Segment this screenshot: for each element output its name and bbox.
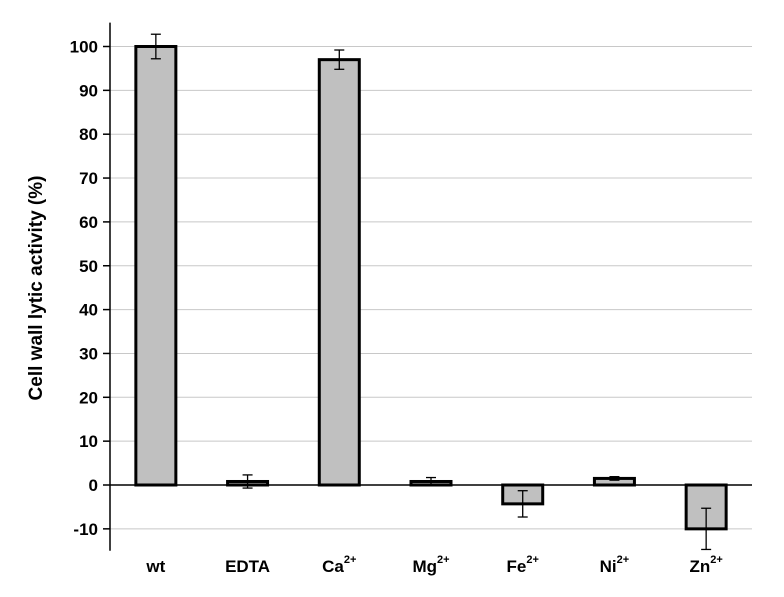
x-tick-label: Fe2+ [507,554,539,576]
y-axis-label: Cell wall lytic activity (%) [26,176,47,401]
bars [134,45,728,531]
y-tick-label: 60 [79,213,98,232]
error-bar [334,49,345,70]
x-tick-label: EDTA [225,557,270,576]
error-bars [150,33,712,551]
error-bar [701,507,712,551]
y-tick-label: 90 [79,81,98,100]
x-category-labels: wt EDTA Ca2+ Mg2+ Fe2+ Ni2+ Zn2+ [145,554,722,576]
y-tick-label: 0 [89,476,98,495]
bar-ca2 [317,58,361,487]
error-bar [150,33,161,60]
bar-wt [134,45,178,487]
x-tick-label: Ca2+ [322,554,356,576]
y-tick-label: -10 [73,520,98,539]
x-tick-label: Zn2+ [689,554,722,576]
error-bar [609,476,620,481]
y-tick-label: 20 [79,388,98,407]
gridlines [110,46,752,530]
y-tick-label: 80 [79,125,98,144]
y-tick-label: 50 [79,257,98,276]
error-bar [517,490,528,518]
axes [103,22,752,551]
x-tick-label: Ni2+ [600,554,630,576]
y-tick-labels: -10 0 10 20 30 40 50 60 70 80 90 100 [70,38,98,539]
y-tick-label: 70 [79,169,98,188]
y-tick-label: 100 [70,38,98,57]
y-tick-label: 30 [79,344,98,363]
x-tick-label: Mg2+ [412,554,449,576]
y-tick-label: 40 [79,301,98,320]
x-tick-label: wt [145,557,165,576]
y-tick-label: 10 [79,432,98,451]
error-bar [242,474,253,489]
